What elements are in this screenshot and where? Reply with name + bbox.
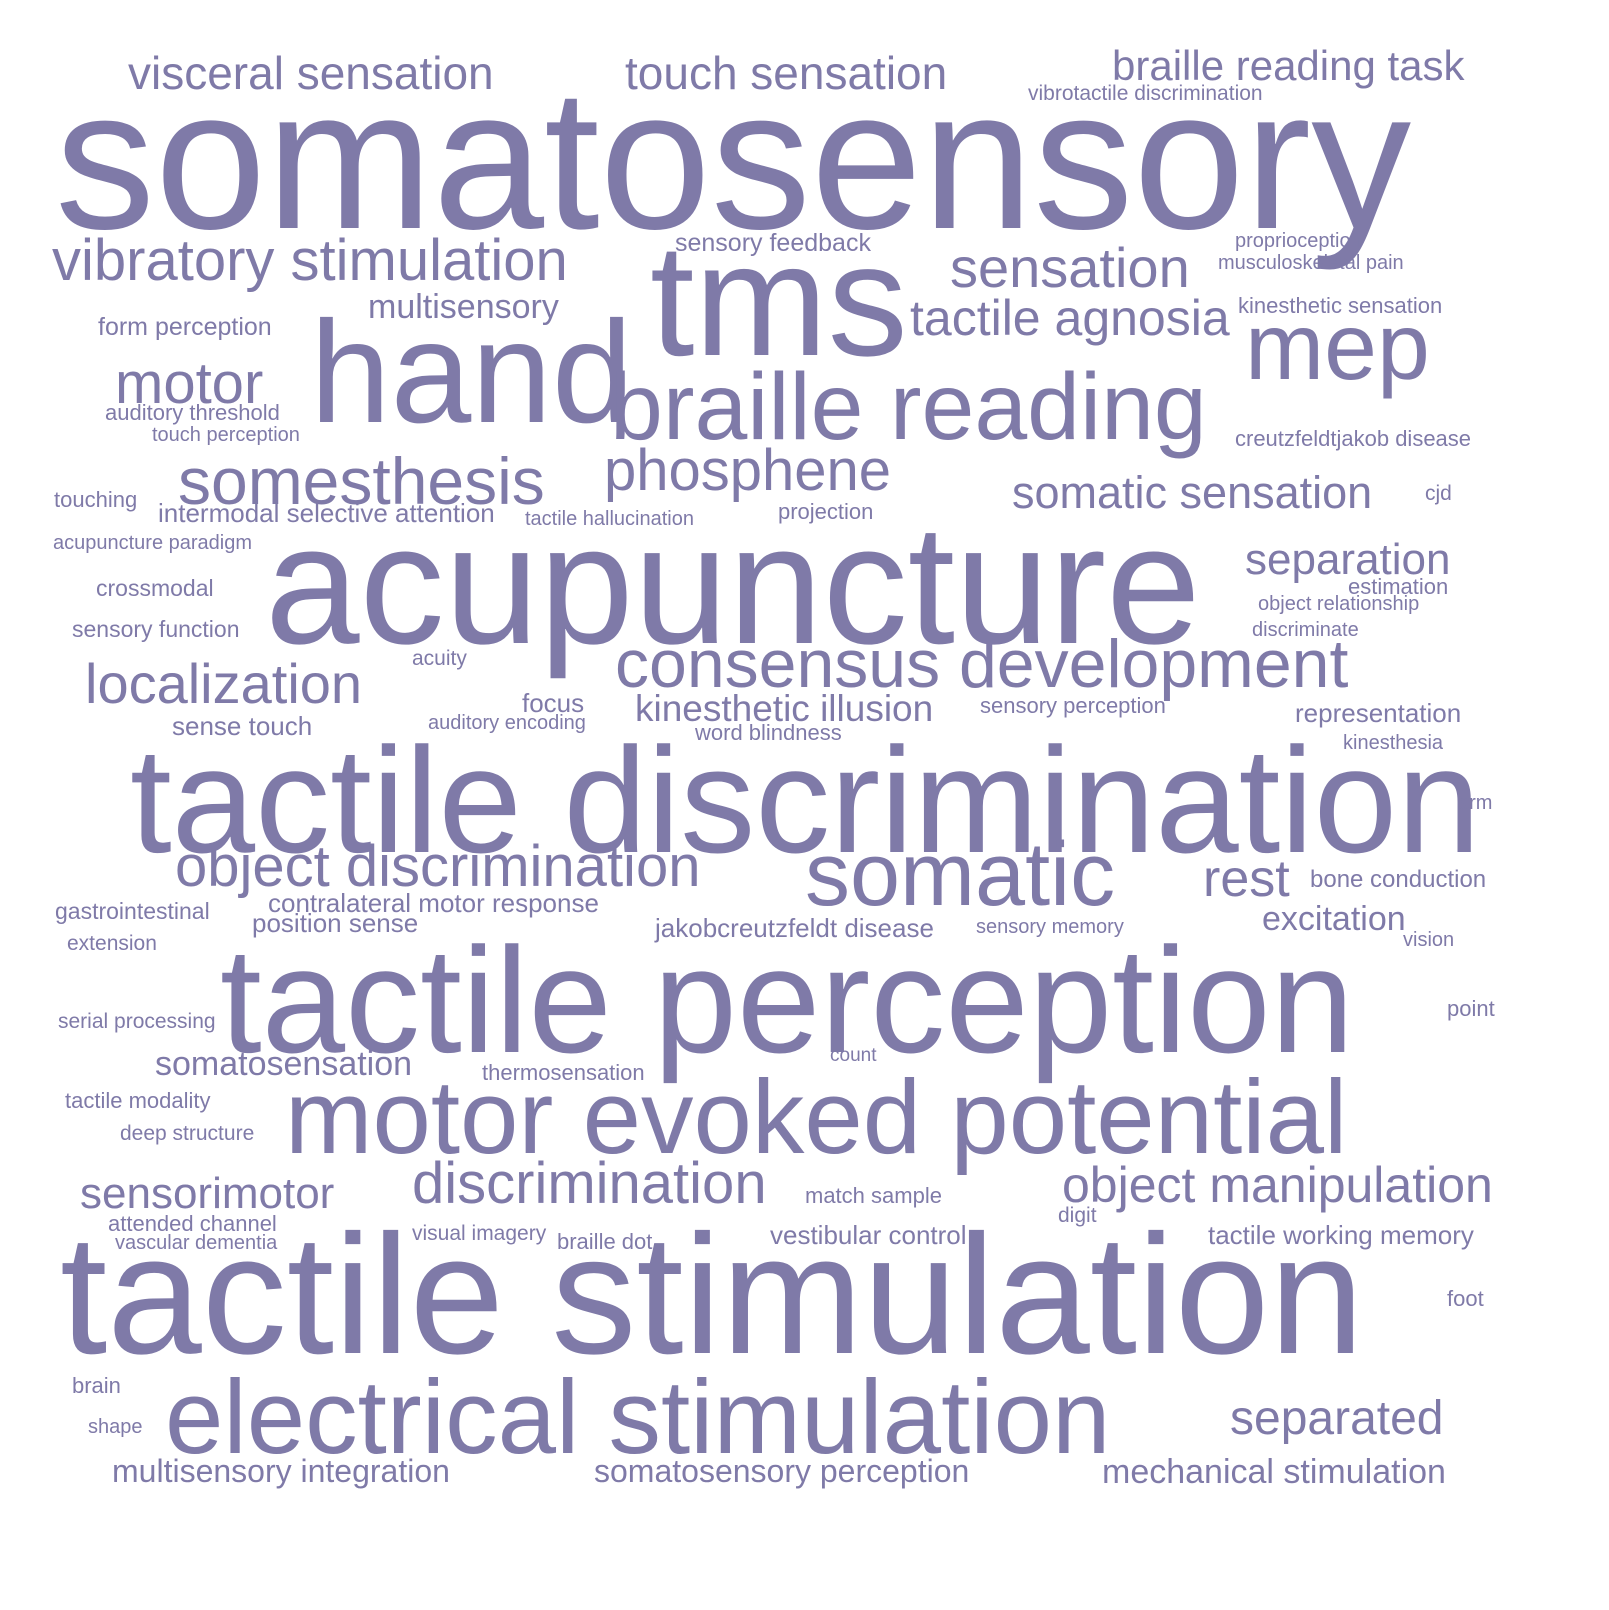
word-thermosensation: thermosensation [482,1060,645,1085]
word-tactile-modality: tactile modality [65,1088,211,1113]
word-vibrotactile-discrimination: vibrotactile discrimination [1028,82,1263,105]
word-braille-reading: braille reading [610,354,1207,460]
word-sensory-memory: sensory memory [976,916,1124,938]
word-hand: hand [310,291,633,453]
word-acupuncture: acupuncture [265,490,1201,680]
word-foot: foot [1447,1286,1484,1311]
word-multisensory-integration: multisensory integration [112,1453,450,1489]
word-sensory-feedback: sensory feedback [675,229,871,257]
word-sensory-function: sensory function [72,616,240,642]
word-object-relationship: object relationship [1258,593,1420,615]
word-serial-processing: serial processing [58,1010,216,1033]
word-kinesthesia: kinesthesia [1343,732,1444,754]
word-vascular-dementia: vascular dementia [115,1232,278,1254]
word-digit: digit [1058,1204,1097,1227]
word-contralateral-motor-response: contralateral motor response [268,888,599,918]
word-tms: tms [650,210,908,389]
word-somatic-sensation: somatic sensation [1012,467,1373,518]
word-visceral-sensation: visceral sensation [128,47,494,99]
word-consensus-development: consensus development [615,626,1349,702]
word-gastrointestinal: gastrointestinal [55,898,210,924]
word-crossmodal: crossmodal [96,575,214,601]
word-vibratory-stimulation: vibratory stimulation [52,228,568,293]
word-shape: shape [88,1416,143,1438]
word-acuity: acuity [412,647,467,670]
word-braille-reading-task: braille reading task [1112,42,1465,89]
word-discrimination: discrimination [412,1151,767,1216]
word-tactile-discrimination: tactile discrimination [130,716,1481,884]
word-tactile-working-memory: tactile working memory [1208,1220,1474,1250]
word-braille-dot: braille dot [557,1229,653,1254]
word-rest: rest [1203,850,1290,908]
word-bone-conduction: bone conduction [1310,866,1487,893]
word-localization: localization [85,652,363,715]
word-mep: mep [1245,294,1430,400]
word-auditory-threshold: auditory threshold [105,400,280,425]
word-discriminate: discriminate [1252,619,1359,641]
word-somesthesis: somesthesis [178,444,545,518]
word-motor: motor [115,351,264,416]
word-projection: projection [778,499,874,524]
word-tactile-agnosia: tactile agnosia [910,290,1230,346]
word-attended-channel: attended channel [108,1211,277,1236]
word-multisensory: multisensory [368,288,559,326]
word-somatosensory: somatosensory [55,48,1412,271]
word-object-manipulation: object manipulation [1062,1157,1493,1213]
word-kinesthetic-sensation: kinesthetic sensation [1238,293,1443,318]
word-representation: representation [1295,698,1462,728]
word-tactile-perception: tactile perception [220,916,1355,1084]
word-proprioception: proprioception [1235,230,1362,252]
word-touch-perception: touch perception [152,424,300,446]
word-sense-touch: sense touch [172,711,313,741]
word-touch-sensation: touch sensation [625,47,948,99]
word-vestibular-control: vestibular control [770,1220,967,1250]
word-focus: focus [522,688,585,718]
word-sensation: sensation [950,236,1190,299]
word-jakobcreutzfeldt-disease: jakobcreutzfeldt disease [655,913,934,943]
word-motor-evoked-potential: motor evoked potential [285,1059,1348,1176]
word-mechanical-stimulation: mechanical stimulation [1102,1453,1446,1491]
word-somatosensation: somatosensation [155,1045,413,1083]
word-electrical-stimulation: electrical stimulation [165,1359,1111,1476]
word-sensory-perception: sensory perception [980,693,1166,718]
word-match-sample: match sample [805,1183,942,1208]
word-somatic: somatic [805,825,1116,925]
word-intermodal-selective-attention: intermodal selective attention [158,498,495,528]
word-excitation: excitation [1262,900,1406,938]
word-position-sense: position sense [252,908,419,938]
word-word-blindness: word blindness [695,720,842,745]
word-object-discrimination: object discrimination [175,834,701,899]
word-separation: separation [1245,535,1451,584]
word-phosphene: phosphene [604,438,892,503]
word-acupuncture-paradigm: acupuncture paradigm [53,532,253,554]
word-deep-structure: deep structure [120,1122,255,1145]
word-kinesthetic-illusion: kinesthetic illusion [635,688,934,729]
word-extension: extension [67,932,157,955]
word-estimation: estimation [1348,574,1449,599]
word-creutzfeldtjakob-disease: creutzfeldtjakob disease [1235,426,1472,451]
word-brain: brain [72,1373,121,1398]
word-tactile-hallucination: tactile hallucination [525,508,694,530]
word-auditory-encoding: auditory encoding [428,712,586,734]
word-somatosensory-perception: somatosensory perception [594,1453,970,1489]
word-separated: separated [1230,1392,1444,1445]
word-cjd: cjd [1425,482,1452,505]
word-touching: touching [54,487,138,512]
word-point: point [1447,996,1495,1021]
word-arm: arm [1458,792,1493,814]
word-form-perception: form perception [98,313,272,341]
word-count: count [830,1045,877,1066]
word-sensorimotor: sensorimotor [80,1169,335,1218]
word-musculoskeletal-pain: musculoskeletal pain [1218,252,1404,274]
word-visual-imagery: visual imagery [412,1222,547,1245]
word-tactile-stimulation: tactile stimulation [60,1200,1364,1390]
word-vision: vision [1403,929,1455,951]
